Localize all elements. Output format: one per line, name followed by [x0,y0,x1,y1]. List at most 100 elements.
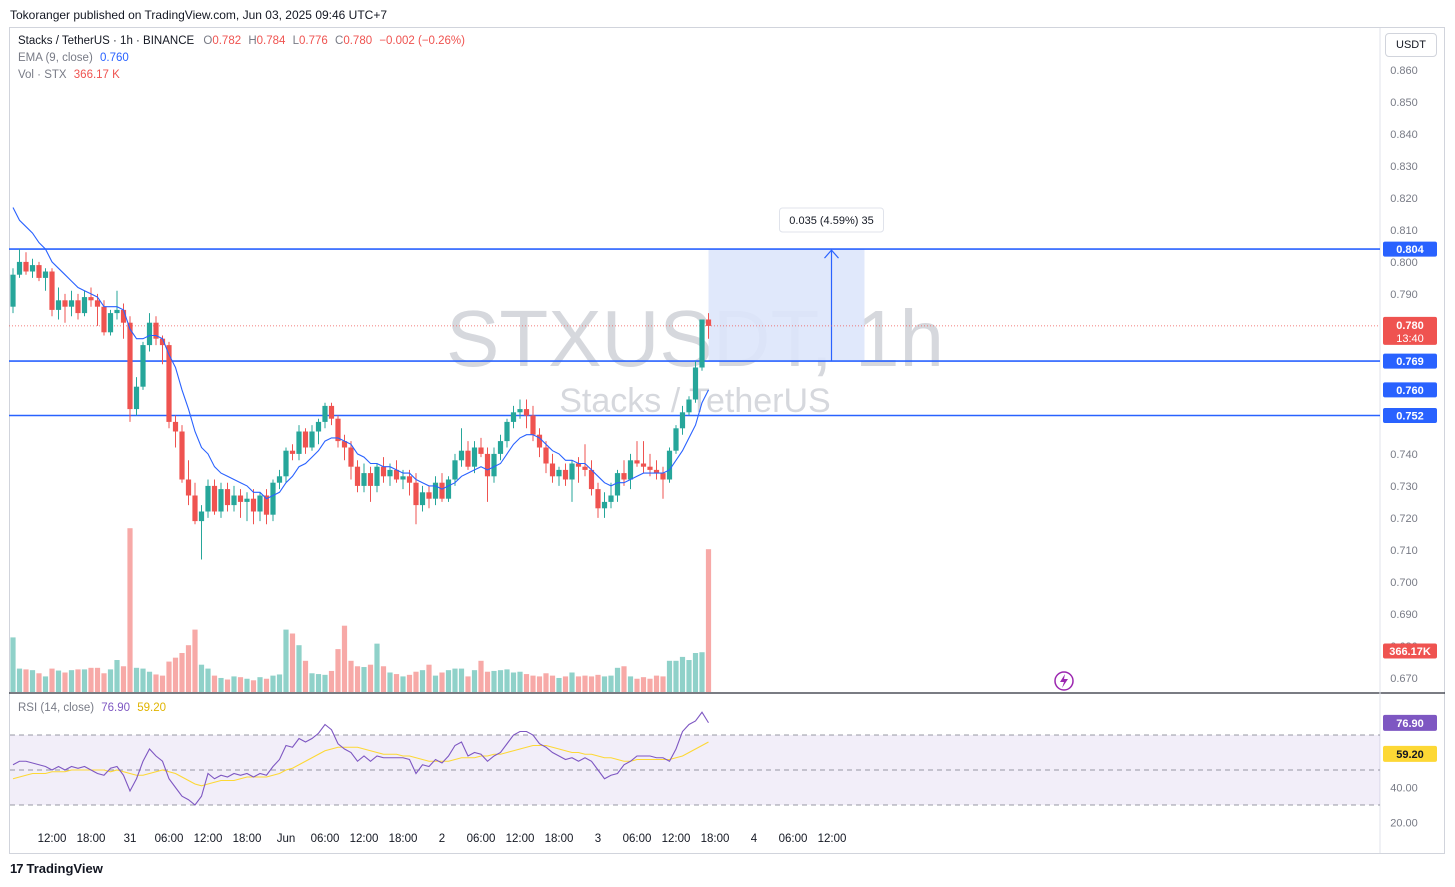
volume-bar [302,660,309,692]
candle-body [660,473,666,480]
volume-legend[interactable]: Vol · STX 366.17 K [18,69,120,81]
volume-bar [250,680,257,692]
candle-body [335,418,341,442]
time-axis-tick: 31 [124,833,137,845]
candle-body [140,345,146,387]
volume-bar [309,673,315,692]
candle-body [705,319,712,326]
candle-body [452,460,458,480]
ema-price-label: 0.760 [1396,385,1424,397]
time-axis-tick: 06:00 [155,833,184,845]
currency-button[interactable]: USDT [1385,33,1437,57]
candle-body [575,463,582,467]
level-label-high-bg [1383,241,1437,257]
rsi-legend[interactable]: RSI (14, close) 76.90 59.20 [18,702,166,714]
ema-legend[interactable]: EMA (9, close) 0.760 [18,52,129,64]
time-axis-tick: 18:00 [233,833,262,845]
volume-value: 366.17 K [73,69,120,81]
rsi-axis-tick: 40.00 [1390,783,1418,795]
chart-frame [9,27,1445,854]
volume-bar [289,633,296,692]
candle-body [692,367,699,400]
time-axis-tick: 18:00 [545,833,574,845]
lightning-icon [1054,671,1074,691]
volume-bar [231,676,237,692]
price-axis-tick: 0.700 [1390,577,1418,589]
volume-bar [185,645,192,692]
volume-bar [211,675,218,692]
candle-body [94,300,101,307]
rsi-axis-tick: 20.00 [1390,818,1418,830]
level-label-high: 0.804 [1396,244,1424,256]
volume-bar [140,668,146,692]
price-axis-tick: 0.710 [1390,545,1418,557]
candle-body [679,412,686,429]
volume-bar [42,676,49,692]
level-label-mid: 0.769 [1396,356,1424,368]
close-value: 0.780 [343,35,373,47]
volume-bar [257,677,263,692]
level-label-mid-bg [1383,353,1437,369]
volume-bar [107,669,114,692]
volume-bar [153,674,159,692]
candle-body [224,489,231,506]
candle-body [237,495,244,502]
price-axis-tick: 0.810 [1390,225,1418,237]
time-axis-tick: Jun [277,833,296,845]
rsi-label: RSI (14, close) [18,702,95,714]
candle-body [380,466,387,477]
candle-body [699,319,705,368]
candle-body [179,431,185,480]
volume-bar [471,670,478,692]
candle-body [218,489,224,512]
candle-body [491,453,497,477]
candle-body [413,482,419,506]
level-label-low: 0.752 [1396,411,1424,423]
candle-body [588,469,595,490]
candle-body [302,431,309,448]
candle-body [549,463,556,477]
candle-body [614,473,621,496]
volume-bar [224,679,231,692]
candle-body [387,469,393,477]
candle-body [166,345,172,422]
symbol-title: Stacks / TetherUS · 1h · BINANCE [18,35,195,47]
candle-body [36,265,42,278]
volume-bar [510,672,517,692]
candle-body [322,405,328,422]
candle-body [465,450,471,467]
price-axis-tick: 0.860 [1390,65,1418,77]
volume-bar [432,675,439,692]
candle-body [673,428,679,451]
volume-bar [283,629,289,692]
volume-bar [608,675,614,692]
candle-body [257,495,263,512]
time-axis-tick: 12:00 [38,833,67,845]
volume-bar [536,676,543,692]
candle-body [601,501,608,509]
candle-body [276,476,283,483]
candle-body [29,265,36,272]
time-axis-tick: 06:00 [311,833,340,845]
candle-body [328,405,335,419]
volume-bar [315,674,322,692]
volume-bar [653,675,660,692]
volume-bar [413,671,419,692]
volume-bar [296,645,302,692]
price-axis-tick: 0.730 [1390,481,1418,493]
candle-body [523,409,530,416]
measure-label-box [779,207,884,233]
time-axis-tick: 18:00 [389,833,418,845]
volume-axis-label: 366.17K [1389,646,1431,658]
volume-bar [341,625,348,692]
candle-body [283,450,289,477]
volume-bar [23,669,29,692]
tradingview-footer[interactable]: 17 TradingView [10,861,103,876]
volume-bar [426,664,432,692]
volume-bar [692,653,699,692]
volume-bar [81,669,88,692]
candle-body [185,479,192,496]
volume-bar [101,673,107,692]
candle-body [81,297,88,314]
